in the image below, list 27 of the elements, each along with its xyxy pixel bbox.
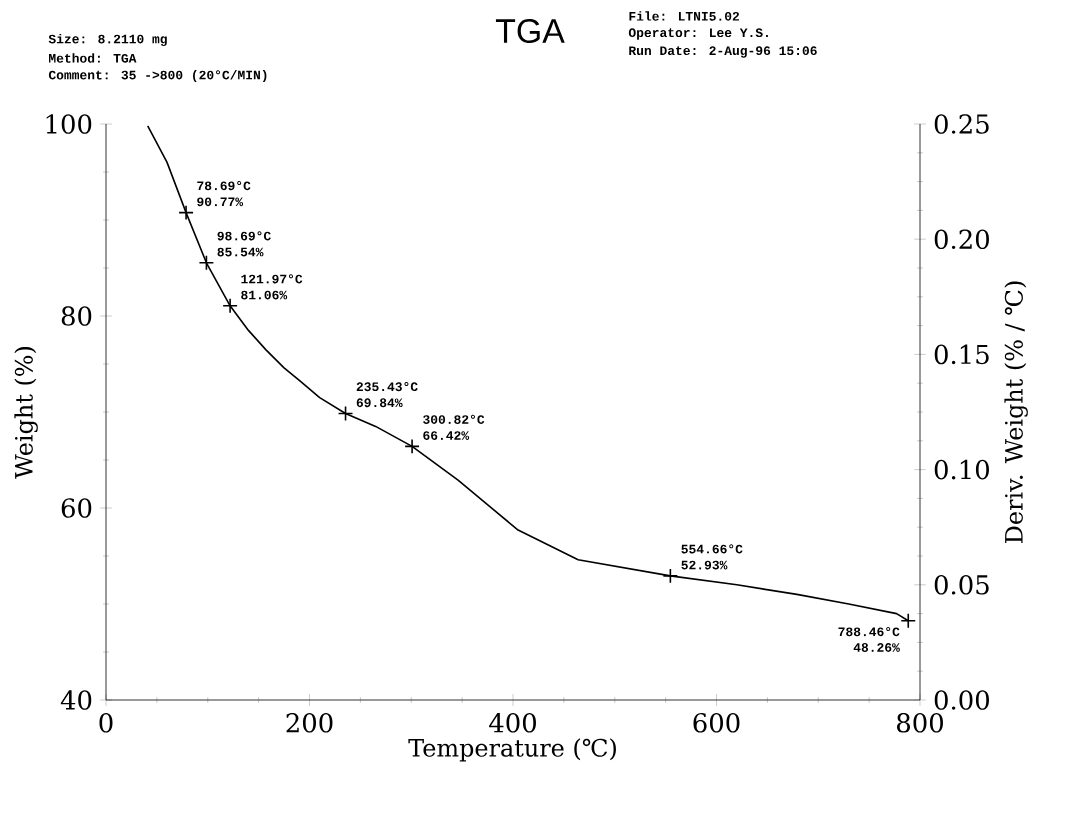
x-tick-label: 0	[99, 713, 113, 733]
y2-tick-label: 0.15	[934, 344, 989, 365]
chart-title: TGA	[495, 19, 565, 44]
point	[337, 405, 354, 422]
y-tick-label: 60	[61, 498, 92, 518]
x-axis-title: Temperature (℃)	[408, 738, 616, 762]
y2-tick-label: 0.05	[934, 575, 989, 595]
point	[198, 255, 215, 271]
y-tick-label: 80	[61, 306, 92, 326]
x-tick-label: 800	[897, 713, 943, 733]
point	[178, 204, 194, 221]
point	[404, 438, 420, 455]
y2-axis-title: Deriv. Weight (% / ℃)	[1004, 281, 1028, 543]
point	[222, 298, 238, 314]
point	[900, 612, 917, 629]
y2-tick-label: 0.10	[934, 459, 989, 480]
x-tick-label: 200	[286, 713, 333, 733]
y2-tick-label: 0.25	[934, 114, 989, 134]
point	[662, 568, 679, 584]
x-tick-label: 400	[489, 713, 536, 733]
y2-tick-label: 0.00	[934, 690, 989, 710]
line-series	[146, 125, 910, 622]
y2-tick-label: 0.20	[934, 229, 989, 249]
y-axis-title: Weight (%)	[14, 347, 38, 479]
y-tick-label: 100	[46, 114, 92, 134]
x-tick-label: 600	[693, 713, 740, 733]
y-tick-label: 40	[60, 690, 92, 710]
